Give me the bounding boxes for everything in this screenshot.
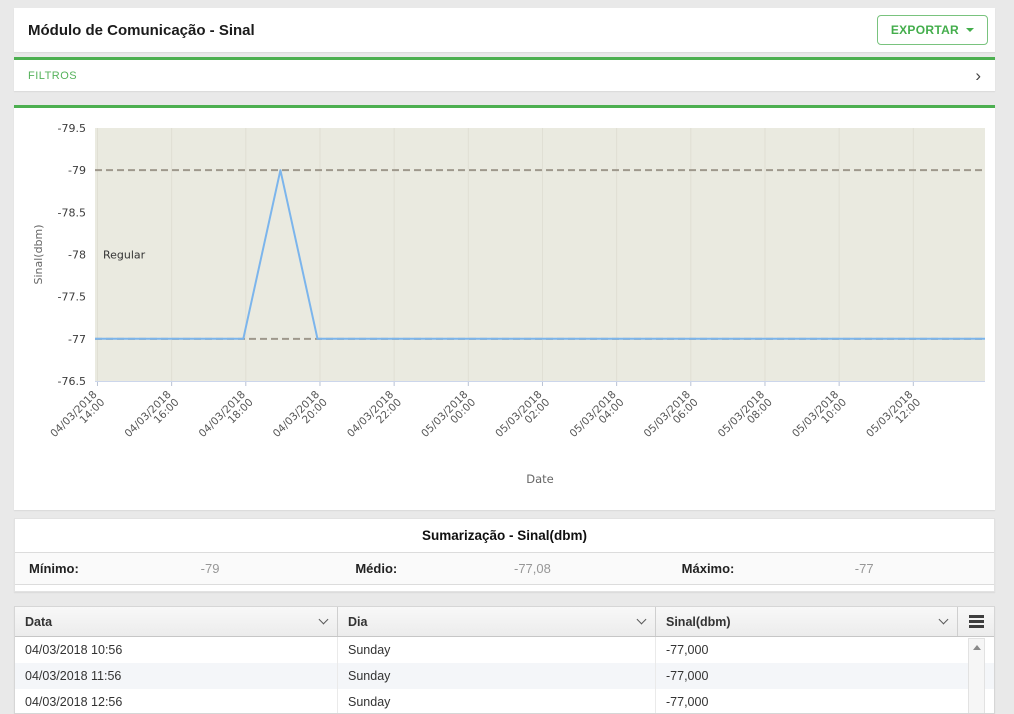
- svg-text:05/03/201812:00: 05/03/201812:00: [864, 389, 923, 448]
- chart-card: 04/03/201814:00 04/03/201816:00 04/03/2018…: [14, 105, 995, 510]
- chevron-down-icon[interactable]: [938, 614, 949, 625]
- svg-text:-76.5: -76.5: [58, 375, 86, 388]
- title-bar: Módulo de Comunicação - Sinal EXPORTAR: [14, 8, 995, 52]
- svg-text:05/03/201808:00: 05/03/201808:00: [716, 389, 775, 448]
- svg-text:04/03/201816:00: 04/03/201816:00: [122, 389, 181, 448]
- summary-label: Máximo:: [681, 561, 735, 576]
- table-cell: Sunday: [338, 689, 656, 713]
- svg-text:Date: Date: [526, 472, 554, 486]
- svg-text:-77: -77: [68, 333, 86, 346]
- table-row[interactable]: 04/03/2018 10:56 Sunday -77,000: [15, 637, 994, 663]
- svg-text:Regular: Regular: [103, 249, 146, 262]
- column-header-label: Data: [25, 614, 53, 629]
- hamburger-icon: [968, 615, 984, 618]
- chevron-down-icon[interactable]: [636, 614, 647, 625]
- svg-text:-79: -79: [68, 164, 86, 177]
- svg-text:05/03/201804:00: 05/03/201804:00: [567, 389, 626, 448]
- filters-bar[interactable]: FILTROS ›: [14, 57, 995, 91]
- svg-text:04/03/201818:00: 04/03/201818:00: [197, 389, 256, 448]
- table-scrollbar[interactable]: [968, 638, 985, 713]
- summary-title: Sumarização - Sinal(dbm): [421, 528, 588, 543]
- column-header-sinal[interactable]: Sinal(dbm): [656, 607, 958, 636]
- triangle-up-icon: [972, 644, 981, 650]
- table-cell: -77,000: [656, 637, 994, 663]
- svg-text:04/03/201820:00: 04/03/201820:00: [271, 389, 330, 448]
- column-header-data[interactable]: Data: [15, 607, 338, 636]
- table-cell: -77,000: [656, 663, 994, 689]
- chevron-right-icon[interactable]: ›: [975, 65, 981, 85]
- table-body: 04/03/2018 10:56 Sunday -77,000 04/03/2018 …: [15, 637, 994, 713]
- svg-text:Sinal(dbm): Sinal(dbm): [32, 224, 45, 284]
- svg-text:-77.5: -77.5: [58, 291, 86, 304]
- svg-text:-79.5: -79.5: [58, 122, 86, 135]
- table-cell: 04/03/2018 11:56: [15, 663, 338, 689]
- summary-row: Mínimo: -79 Médio: -77,08 Máximo: -77: [15, 552, 994, 585]
- svg-text:04/03/201822:00: 04/03/201822:00: [345, 389, 404, 448]
- data-table: Data Dia Sinal(dbm) 04/03/2018 10:56 Sund…: [14, 606, 995, 714]
- table-row[interactable]: 04/03/2018 11:56 Sunday -77,000: [15, 663, 994, 689]
- summary-item-maximo: Máximo: -77: [668, 553, 994, 584]
- svg-text:05/03/201810:00: 05/03/201810:00: [790, 389, 849, 448]
- column-header-label: Dia: [348, 614, 368, 629]
- svg-text:05/03/201802:00: 05/03/201802:00: [493, 389, 552, 448]
- summary-label: Mínimo:: [29, 561, 79, 576]
- table-cell: Sunday: [338, 637, 656, 663]
- svg-text:04/03/201814:00: 04/03/201814:00: [48, 389, 107, 448]
- summary-value: -77,08: [514, 561, 551, 576]
- table-cell: 04/03/2018 10:56: [15, 637, 338, 663]
- page-title: Módulo de Comunicação - Sinal: [28, 21, 255, 39]
- scroll-up-button[interactable]: [969, 639, 984, 655]
- export-button-label: EXPORTAR: [890, 23, 959, 37]
- table-header: Data Dia Sinal(dbm): [15, 607, 994, 637]
- signal-chart: 04/03/201814:00 04/03/201816:00 04/03/2018…: [14, 108, 995, 508]
- chevron-down-icon[interactable]: [318, 614, 329, 625]
- export-button[interactable]: EXPORTAR: [876, 15, 988, 45]
- table-cell: -77,000: [656, 689, 994, 713]
- svg-text:-78: -78: [68, 249, 86, 262]
- svg-text:05/03/201800:00: 05/03/201800:00: [419, 389, 478, 448]
- svg-text:-78.5: -78.5: [58, 206, 86, 219]
- table-row[interactable]: 04/03/2018 12:56 Sunday -77,000: [15, 689, 994, 713]
- summary-value: -79: [200, 561, 220, 576]
- table-menu-button[interactable]: [958, 607, 994, 636]
- summary-item-medio: Médio: -77,08: [341, 553, 667, 584]
- svg-text:05/03/201806:00: 05/03/201806:00: [642, 389, 701, 448]
- column-header-dia[interactable]: Dia: [338, 607, 656, 636]
- column-header-label: Sinal(dbm): [666, 614, 731, 629]
- summary-value: -77: [854, 561, 874, 576]
- summary-card: Sumarização - Sinal(dbm) Mínimo: -79 Méd…: [14, 518, 995, 592]
- caret-down-icon: [966, 28, 974, 32]
- table-cell: Sunday: [338, 663, 656, 689]
- summary-item-minimo: Mínimo: -79: [15, 553, 341, 584]
- summary-label: Médio:: [355, 561, 398, 576]
- filters-label: FILTROS: [28, 69, 78, 82]
- table-cell: 04/03/2018 12:56: [15, 689, 338, 713]
